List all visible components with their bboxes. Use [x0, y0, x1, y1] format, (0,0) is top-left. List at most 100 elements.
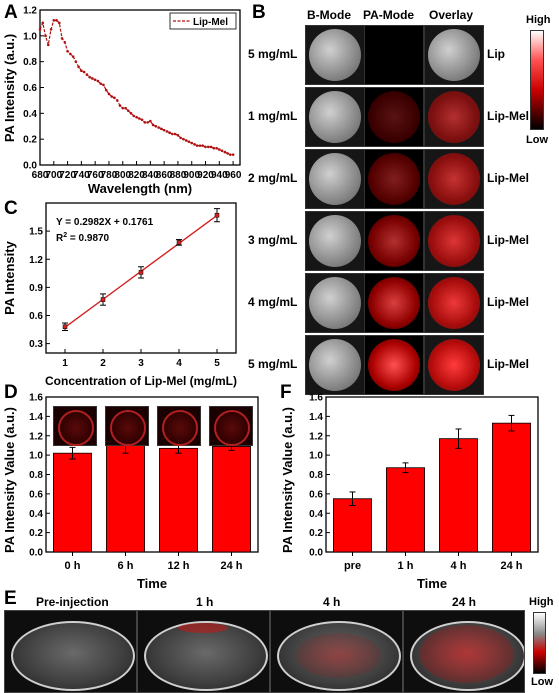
chart-f-ytick-label: 1.0	[309, 451, 323, 462]
chart-f-ytick-label: 0.2	[309, 528, 323, 539]
header-overlay: Overlay	[429, 8, 474, 22]
b-mode-image	[305, 25, 365, 85]
chart-c-equation: Y = 0.2982X + 0.1761	[56, 217, 154, 228]
chart-d-xtick-label: 12 h	[167, 560, 189, 572]
chart-d-bar	[212, 446, 251, 553]
chart-a-point	[179, 136, 182, 140]
us-image-pre	[4, 610, 137, 693]
us-image-4h	[270, 610, 403, 693]
chart-a-point	[124, 106, 127, 110]
chart-f-ytick-label: 0.4	[309, 509, 323, 520]
thumbnail-6h	[105, 406, 149, 446]
panel-d-label: D	[4, 382, 18, 403]
chart-d-xtick-label: 6 h	[118, 560, 134, 572]
chart-a-point	[46, 43, 50, 47]
chart-f-xtick-label: 4 h	[451, 560, 467, 572]
colorbar-e-high: High	[529, 596, 554, 608]
us-image-1h	[137, 610, 270, 693]
chart-a-point	[66, 50, 69, 53]
chart-a-point	[135, 115, 138, 119]
chart-a: 0.0 0.2 0.4 0.6 0.8 1.0 1.2 680700720740760780…	[2, 6, 242, 197]
chart-a-point	[126, 109, 130, 113]
chart-a-point	[63, 40, 67, 44]
colorbar-b	[530, 30, 544, 130]
chart-a-point	[184, 139, 188, 142]
chart-f-bar	[333, 498, 372, 553]
chart-a-point	[140, 118, 144, 122]
chart-a-xlabel: Wavelength (nm)	[88, 181, 192, 196]
chart-a-point	[190, 141, 194, 145]
chart-f-ytick-label: 1.4	[309, 412, 323, 423]
chart-a-ytick-label: 1.2	[23, 6, 37, 17]
chart-f-xtick-label: 1 h	[398, 560, 414, 572]
chart-a-point	[223, 150, 227, 154]
chart-d-bar	[53, 452, 92, 553]
chart-f-bar	[492, 422, 531, 553]
chart-a-point	[187, 140, 191, 144]
pa-mode-image	[364, 335, 424, 395]
chart-a-point	[204, 145, 207, 149]
chart-a-point	[44, 34, 47, 38]
chart-c-point	[214, 212, 220, 218]
b-mode-image	[305, 335, 365, 395]
chart-a-ylabel: PA Intensity (a.u.)	[2, 34, 17, 142]
chart-a-point	[195, 144, 199, 147]
chart-a-point	[146, 121, 149, 124]
chart-a-point	[96, 79, 100, 83]
chart-f-ytick-label: 1.6	[309, 393, 323, 404]
chart-a-point	[85, 73, 89, 76]
b-mode-image	[305, 87, 365, 147]
overlay-image	[424, 335, 484, 395]
panel-b-label: B	[252, 2, 266, 23]
overlay-image	[424, 149, 484, 209]
chart-c-point	[100, 297, 106, 302]
colorbar-e	[533, 612, 546, 674]
chart-d-bar	[106, 443, 145, 553]
panel-e-time-pre: Pre-injection	[36, 595, 109, 609]
chart-a-point	[102, 83, 105, 87]
chart-a-xtick-label: 920	[197, 170, 214, 181]
chart-a-point	[165, 130, 169, 133]
row-sample-label: Lip-Mel	[487, 171, 529, 185]
chart-a-xtick-label: 960	[225, 170, 242, 181]
chart-a-point	[182, 137, 185, 141]
chart-a-point	[157, 126, 160, 129]
chart-d-ytick-label: 1.4	[29, 412, 43, 423]
us-image-24h	[403, 610, 525, 693]
chart-a-ytick-label: 0.0	[23, 161, 37, 172]
thumbnail-12h	[157, 406, 201, 446]
chart-a-xtick-label: 680	[32, 170, 49, 181]
chart-d-xtick-label: 24 h	[220, 560, 242, 572]
chart-a-point	[49, 28, 53, 31]
chart-c-r2: R2 = 0.9870	[56, 232, 110, 244]
chart-a-point	[115, 99, 119, 102]
header-pa-mode: PA-Mode	[363, 8, 415, 22]
panel-f-label: F	[280, 382, 292, 403]
thumbnail-0h	[53, 406, 97, 446]
chart-a-ytick-label: 0.2	[23, 135, 37, 146]
chart-d-ytick-label: 0.0	[29, 548, 43, 559]
row-sample-label: Lip-Mel	[487, 109, 529, 123]
chart-d-ytick-label: 1.2	[29, 431, 43, 442]
chart-a-ytick-label: 0.8	[23, 57, 37, 68]
chart-f: 0.0 0.2 0.4 0.6 0.8 1.0 1.2 1.4 1.6 pre 1 h 4 h 24 …	[280, 393, 539, 590]
chart-a-legend-box	[169, 12, 237, 30]
chart-a-point	[176, 133, 180, 137]
row-sample-label: Lip-Mel	[487, 357, 529, 371]
chart-a-point	[82, 70, 86, 74]
chart-a-xtick-label: 760	[87, 170, 104, 181]
colorbar-b-high: High	[526, 14, 551, 26]
chart-a-point	[38, 28, 42, 31]
chart-a-point	[229, 153, 232, 156]
chart-a-xtick-label: 840	[142, 170, 159, 181]
pa-mode-image	[364, 87, 424, 147]
chart-a-xtick-label: 720	[59, 170, 76, 181]
chart-a-point	[160, 127, 163, 131]
chart-d-ylabel: PA Intensity Value (a.u.)	[2, 407, 17, 553]
chart-d-bar	[159, 447, 198, 553]
b-mode-image	[305, 211, 365, 271]
chart-a-xtick-label: 860	[156, 170, 173, 181]
chart-a-point	[118, 104, 122, 107]
chart-c-xtick-label: 1	[62, 358, 68, 369]
chart-a-ytick-label: 1.0	[23, 31, 37, 42]
